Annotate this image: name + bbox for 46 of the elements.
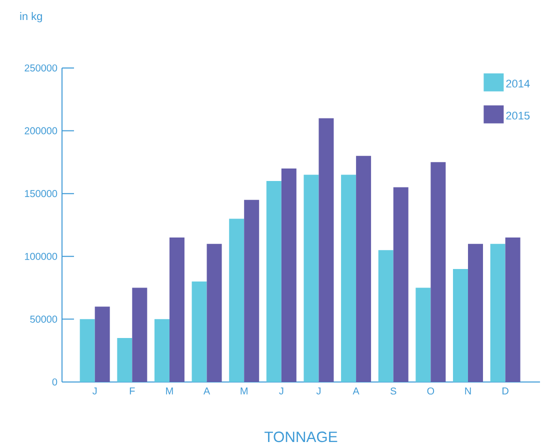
- bar: [94, 306, 110, 382]
- bar: [117, 338, 132, 382]
- x-tick-label: J: [316, 388, 320, 394]
- bar: [206, 244, 222, 382]
- bar: [393, 187, 408, 382]
- bar: [468, 244, 483, 382]
- y-tick-label: 0: [52, 378, 58, 386]
- bar: [430, 162, 446, 382]
- bar: [169, 238, 184, 382]
- x-tick-label: D: [502, 388, 508, 394]
- y-tick-label: 200000: [24, 127, 58, 134]
- y-tick-label: 100000: [25, 252, 58, 260]
- x-tick-label: M: [240, 388, 248, 394]
- bar: [154, 319, 170, 382]
- bar: [318, 118, 334, 382]
- x-tick-label: A: [203, 388, 210, 394]
- x-tick-label: A: [352, 388, 360, 394]
- x-tick-label: J: [279, 388, 284, 394]
- bar: [132, 288, 148, 382]
- y-tick-label: 50000: [30, 316, 58, 323]
- y-axis-title: in kg: [20, 12, 42, 22]
- bar: [356, 156, 372, 382]
- y-tick-label: 250000: [24, 64, 58, 72]
- bar: [192, 282, 207, 382]
- bar: [505, 238, 520, 382]
- x-tick-label: F: [130, 388, 135, 394]
- bar: [229, 218, 244, 382]
- bar: [341, 174, 356, 382]
- x-tick-label: O: [427, 388, 434, 395]
- bar: [378, 250, 394, 382]
- x-tick-label: S: [390, 388, 396, 395]
- y-tick-label: 150000: [25, 190, 58, 198]
- bar: [244, 200, 260, 382]
- bar: [281, 168, 296, 382]
- bar: [304, 174, 319, 382]
- x-tick-label: N: [465, 388, 471, 394]
- legend-label: 2014: [506, 80, 530, 88]
- bar: [416, 288, 431, 382]
- bar: [80, 319, 95, 382]
- bar: [266, 181, 282, 382]
- bar: [452, 268, 468, 382]
- bar: [490, 244, 506, 382]
- legend-label: 2015: [506, 112, 530, 120]
- x-axis-title: TONNAGE: [264, 432, 338, 442]
- x-tick-label: J: [92, 388, 97, 394]
- x-tick-label: M: [166, 388, 173, 394]
